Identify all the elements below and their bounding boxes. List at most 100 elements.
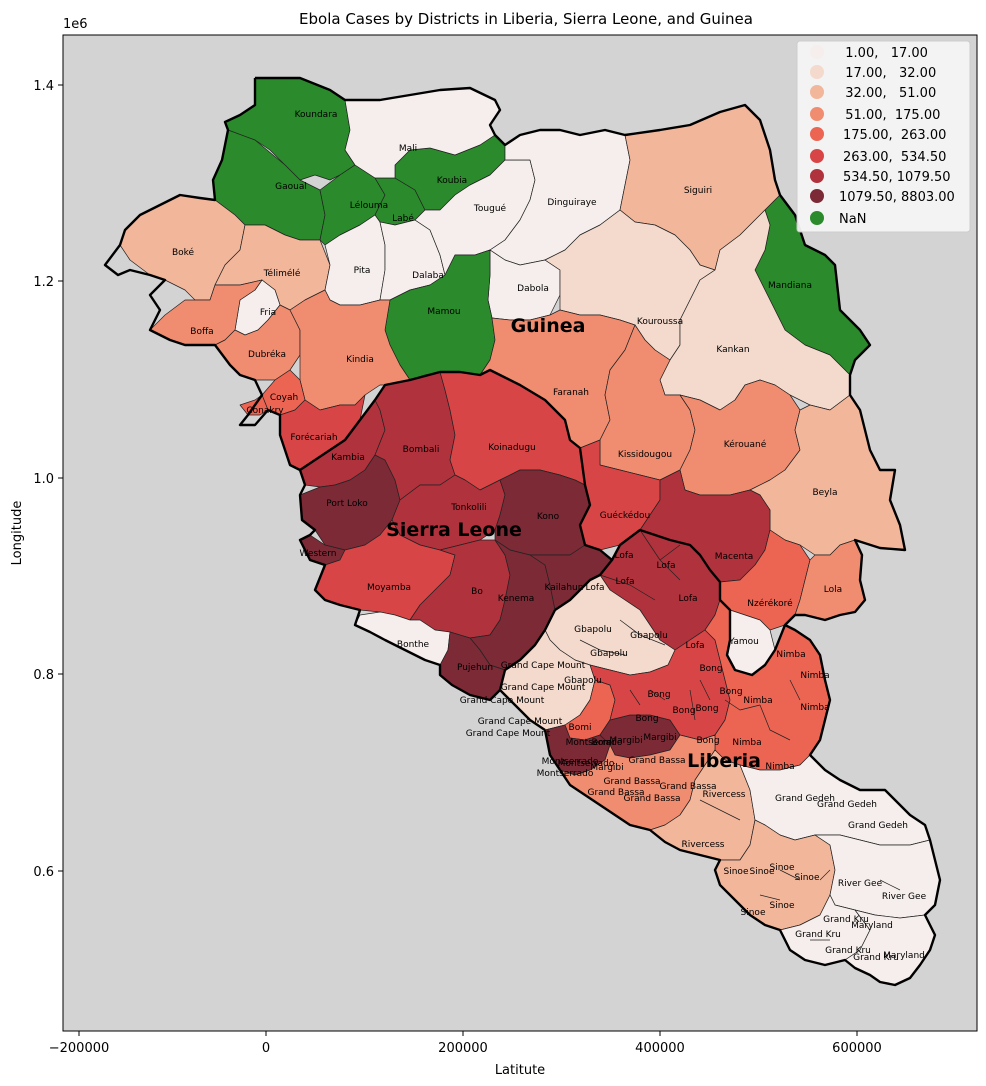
liberia-regions bbox=[499, 529, 941, 986]
country-label-liberia: Liberia bbox=[687, 750, 761, 772]
district-label: Lofa bbox=[614, 551, 633, 561]
district-label: Dubréka bbox=[248, 349, 286, 360]
y-axis: 0.6 0.8 1.0 1.2 1.4 Longitude bbox=[10, 79, 63, 880]
district-label: Boké bbox=[172, 247, 195, 258]
legend-swatch bbox=[810, 85, 824, 99]
district-label: Port Loko bbox=[326, 499, 368, 509]
y-offset-label: 1e6 bbox=[63, 17, 88, 32]
district-label: Pita bbox=[354, 266, 371, 276]
country-label-guinea: Guinea bbox=[511, 315, 586, 337]
district-label: Grand Bassa bbox=[603, 777, 660, 787]
district-label: Grand Gedeh bbox=[775, 794, 835, 804]
district-label: Bong bbox=[719, 687, 742, 697]
legend-label: 263.00, 534.50 bbox=[843, 150, 946, 165]
legend-swatch bbox=[810, 45, 824, 59]
map-title: Ebola Cases by Districts in Liberia, Sie… bbox=[299, 10, 753, 28]
district-label: Gaoual bbox=[275, 182, 307, 192]
district-label: Grand Gedeh bbox=[848, 821, 908, 831]
district-label: Sinoe bbox=[770, 901, 795, 911]
district-label: Koinadugu bbox=[488, 443, 536, 453]
district-label: Grand Gedeh bbox=[817, 800, 877, 810]
district-label: Télimélé bbox=[263, 268, 301, 279]
district-label: Bonthe bbox=[397, 640, 430, 650]
district-label: Conakry bbox=[246, 406, 284, 416]
legend-swatch bbox=[810, 107, 824, 121]
x-tick-label: 0 bbox=[262, 1041, 270, 1056]
liberia-border bbox=[498, 609, 942, 987]
district-label: Koundara bbox=[295, 110, 338, 120]
country-borders bbox=[103, 76, 942, 987]
district-label: Bomi bbox=[569, 723, 592, 733]
district-label: Coyah bbox=[270, 393, 298, 403]
district-label: Fria bbox=[260, 308, 276, 318]
district-label: Sinoe bbox=[750, 867, 775, 877]
district-label: River Gee bbox=[882, 892, 927, 902]
district-labels: Koundara Mali Koubia Gaoual Lélouma Labé… bbox=[172, 110, 927, 963]
district-label: Faranah bbox=[553, 388, 589, 398]
y-tick-label: 1.2 bbox=[33, 275, 54, 290]
district-label: Kailahun bbox=[545, 583, 584, 593]
x-axis-label: Latitute bbox=[495, 1063, 545, 1078]
district-label: Bong bbox=[647, 690, 670, 700]
district-label: Grand Cape Mount bbox=[501, 683, 586, 693]
district-label: River Gee bbox=[838, 879, 883, 889]
legend-label: NaN bbox=[839, 212, 866, 227]
legend-swatch bbox=[810, 127, 824, 141]
district-label: Siguiri bbox=[684, 186, 712, 196]
district-label: Bong bbox=[696, 736, 719, 746]
district-label: Maryland bbox=[851, 921, 893, 931]
sierra-leone-border bbox=[299, 368, 613, 561]
district-label: Bo bbox=[471, 587, 483, 597]
district-label: Mandiana bbox=[768, 281, 812, 291]
district-label: Tougué bbox=[473, 203, 507, 214]
district-label: Kindia bbox=[346, 355, 374, 365]
legend-swatch bbox=[810, 189, 824, 203]
district-label: Kissidougou bbox=[618, 450, 672, 460]
legend-swatch bbox=[810, 169, 824, 183]
district-label: Dabola bbox=[517, 284, 549, 294]
district-label: Kenema bbox=[498, 594, 535, 604]
district-label: Labé bbox=[392, 213, 414, 224]
district-label: Sinoe bbox=[741, 908, 766, 918]
legend-swatch bbox=[810, 211, 824, 225]
district-label: Kambia bbox=[331, 453, 365, 463]
district-label: Bong bbox=[699, 664, 722, 674]
district-label: Bombali bbox=[403, 445, 440, 455]
country-labels: Guinea Sierra Leone Liberia bbox=[386, 315, 761, 772]
sierra-leone-regions bbox=[299, 369, 613, 701]
district-label: Rivercess bbox=[682, 840, 725, 850]
district-label: Bomi bbox=[592, 738, 615, 748]
legend-label: 1.00, 17.00 bbox=[837, 46, 928, 61]
district-label: Nzérékoré bbox=[747, 598, 793, 609]
district-label: Grand Kru bbox=[823, 915, 869, 925]
legend-label: 1079.50, 8803.00 bbox=[839, 190, 955, 205]
district-label: Nimba bbox=[743, 696, 772, 706]
district-label: Grand Kru bbox=[853, 953, 899, 963]
district-label: Boffa bbox=[190, 327, 213, 337]
y-tick-label: 0.8 bbox=[33, 668, 54, 683]
district-label: Sinoe bbox=[770, 863, 795, 873]
district-label: Kankan bbox=[716, 345, 749, 355]
district-label: Kouroussa bbox=[637, 317, 683, 327]
y-tick-label: 1.0 bbox=[33, 472, 54, 487]
district-label: Grand Kru bbox=[795, 930, 841, 940]
guinea-border bbox=[255, 76, 907, 677]
legend-label: 534.50, 1079.50 bbox=[843, 170, 951, 185]
district-label: Nimba bbox=[732, 738, 761, 748]
district-label: Grand Bassa bbox=[628, 756, 685, 766]
district-label: Margibi bbox=[643, 733, 676, 743]
legend-label: 32.00, 51.00 bbox=[837, 86, 936, 101]
legend-label: 51.00, 175.00 bbox=[837, 108, 940, 123]
district-label: Lola bbox=[824, 585, 842, 595]
x-axis: −200000 0 200000 400000 600000 Latitute bbox=[49, 1031, 882, 1078]
district-label: Macenta bbox=[715, 552, 754, 562]
x-tick-label: −200000 bbox=[49, 1041, 110, 1056]
legend-label: 17.00, 32.00 bbox=[837, 66, 936, 81]
district-label: Moyamba bbox=[367, 583, 411, 593]
district-label: Maryland bbox=[883, 951, 925, 961]
district-label: Rivercess bbox=[703, 790, 746, 800]
district-label: Grand Cape Mount bbox=[466, 729, 551, 739]
sierra-leone-coast bbox=[298, 469, 546, 731]
district-label: Montserrado bbox=[558, 759, 615, 769]
